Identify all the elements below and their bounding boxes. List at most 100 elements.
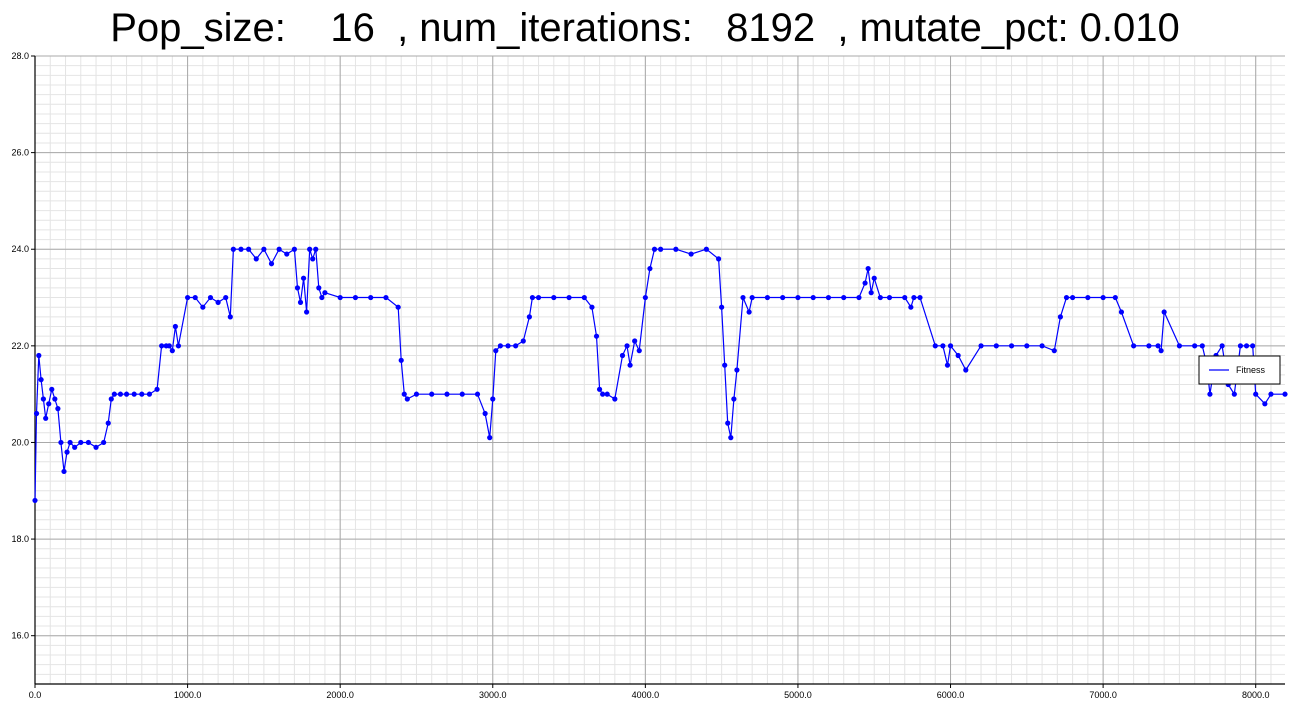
- tick-labels: 0.0 1000.0 2000.0 3000.0 4000.0 5000.0 6000.0 7…: [11, 51, 1269, 700]
- data-point: [85, 439, 92, 446]
- data-point: [764, 294, 771, 301]
- x-tick-label: 3000.0: [479, 690, 507, 700]
- data-point: [740, 294, 746, 301]
- chart-title: Pop_size: 16 , num_iterations: 8192 , mu…: [110, 6, 1180, 50]
- data-point: [1250, 343, 1256, 349]
- data-point: [261, 246, 267, 252]
- data-point: [825, 294, 832, 301]
- data-point: [322, 290, 328, 296]
- data-point: [215, 299, 221, 305]
- y-tick-label: 26.0: [11, 148, 29, 158]
- data-point: [474, 391, 481, 397]
- data-point: [624, 343, 630, 349]
- data-point: [368, 294, 374, 301]
- data-point: [1100, 294, 1106, 301]
- data-point: [1146, 343, 1152, 349]
- y-tick-label: 16.0: [11, 631, 29, 641]
- data-point: [52, 396, 58, 402]
- data-point: [55, 406, 61, 412]
- data-point: [647, 265, 653, 272]
- data-point: [192, 294, 198, 301]
- data-point: [175, 343, 182, 349]
- data-point: [404, 396, 410, 402]
- x-tick-label: 2000.0: [326, 690, 354, 700]
- data-point: [123, 391, 130, 397]
- data-point: [172, 323, 178, 330]
- data-point: [795, 294, 801, 301]
- data-point: [1008, 343, 1015, 349]
- data-point: [117, 391, 124, 397]
- data-point: [319, 294, 325, 301]
- data-point: [111, 391, 117, 397]
- data-point: [947, 343, 954, 349]
- data-point: [940, 343, 946, 349]
- data-point: [551, 294, 557, 301]
- data-point: [352, 294, 359, 301]
- data-point: [1155, 343, 1161, 349]
- data-point: [581, 294, 587, 301]
- data-point: [1192, 343, 1198, 349]
- data-point: [856, 294, 862, 301]
- data-point: [632, 338, 638, 344]
- data-point: [1118, 309, 1125, 315]
- data-point: [535, 294, 542, 301]
- data-point: [955, 352, 961, 359]
- data-point: [230, 246, 236, 252]
- data-point: [316, 285, 322, 291]
- data-point: [1069, 294, 1076, 301]
- data-point: [865, 265, 871, 272]
- y-tick-label: 28.0: [11, 51, 29, 61]
- data-point: [459, 391, 465, 397]
- data-point: [1057, 314, 1063, 320]
- data-point: [36, 352, 42, 359]
- y-tick-label: 24.0: [11, 244, 29, 254]
- data-point: [105, 420, 111, 426]
- data-point: [589, 304, 595, 310]
- data-point: [722, 362, 728, 368]
- data-point: [304, 309, 310, 315]
- legend: Fitness: [1198, 355, 1281, 385]
- data-point: [276, 246, 282, 252]
- data-point: [642, 294, 648, 301]
- data-point: [101, 439, 107, 446]
- data-point: [917, 294, 923, 301]
- data-point: [246, 246, 252, 252]
- data-point: [200, 304, 206, 310]
- data-point: [932, 343, 938, 349]
- data-point: [337, 294, 343, 301]
- data-point: [1199, 343, 1205, 349]
- data-point: [868, 290, 874, 296]
- data-point: [651, 246, 658, 252]
- data-point: [482, 410, 488, 417]
- data-point: [1237, 343, 1244, 349]
- data-point: [184, 294, 191, 301]
- data-point: [227, 314, 233, 320]
- data-point: [1253, 391, 1259, 397]
- data-point: [310, 256, 316, 262]
- data-point: [284, 251, 290, 257]
- data-point: [490, 396, 496, 402]
- data-point: [43, 415, 49, 421]
- data-point: [877, 294, 883, 301]
- data-point: [596, 386, 603, 392]
- y-tick-label: 22.0: [11, 341, 29, 351]
- data-point: [395, 304, 401, 310]
- data-point: [734, 367, 740, 373]
- data-point: [72, 444, 78, 450]
- data-point: [619, 352, 626, 359]
- data-point: [810, 294, 816, 301]
- minor-grid: [34, 55, 1285, 685]
- data-point: [526, 314, 532, 320]
- data-point: [40, 396, 46, 402]
- x-tick-label: 5000.0: [784, 690, 812, 700]
- data-point: [908, 304, 914, 310]
- data-point: [1282, 391, 1288, 397]
- data-point: [1262, 401, 1268, 407]
- data-point: [300, 275, 307, 281]
- data-point: [529, 294, 536, 301]
- legend-label-fitness: Fitness: [1236, 365, 1266, 375]
- data-point: [1231, 391, 1237, 397]
- data-point: [159, 343, 165, 349]
- data-point: [715, 256, 722, 262]
- data-point: [58, 439, 64, 446]
